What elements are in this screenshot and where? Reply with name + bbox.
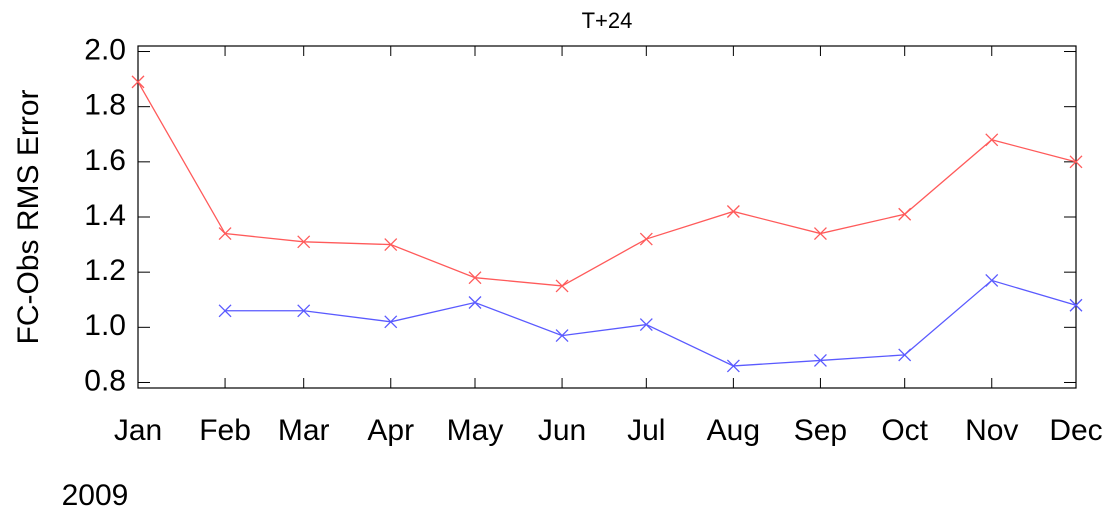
point-marker [813,353,827,367]
y-tick-label: 1.0 [84,309,126,342]
x-tick-label: Mar [278,414,330,447]
point-marker [297,235,311,249]
x-tick-label: Jan [114,414,162,447]
point-marker [1069,298,1083,312]
y-axis-label: FC-Obs RMS Error [12,89,45,344]
y-tick-label: 1.2 [84,254,126,287]
point-marker [985,273,999,287]
x-tick-label: Apr [367,414,414,447]
x-tick-label: Aug [707,414,760,447]
point-marker [813,227,827,241]
point-marker [898,348,912,362]
series-line [137,81,1077,287]
x-tick-label: Jun [538,414,586,447]
plot-frame [137,45,1077,389]
point-marker [297,304,311,318]
x-tick-label: May [447,414,504,447]
y-tick-label: 1.4 [84,199,126,232]
point-marker [468,271,482,285]
x-tick-label: Nov [965,414,1018,447]
x-tick-label: Sep [794,414,847,447]
y-tick-label: 0.8 [84,364,126,397]
point-marker [218,304,232,318]
point-marker [726,359,740,373]
x-tick-label: Oct [881,414,928,447]
x-tick-label: Jul [627,414,665,447]
x-tick-label: Dec [1049,414,1102,447]
point-marker [131,75,145,89]
point-marker [468,296,482,309]
point-marker [384,238,398,252]
point-marker [898,207,912,221]
year-label: 2009 [62,479,129,512]
y-tick-label: 1.8 [84,89,126,122]
point-marker [384,315,398,329]
x-tick-label: Feb [199,414,251,447]
point-marker [555,279,569,293]
point-marker [726,205,740,218]
point-marker [639,318,653,332]
point-marker [1069,155,1083,169]
series-line [225,279,1077,367]
point-marker [555,329,569,343]
chart-title: T+24 [582,8,633,33]
point-marker [218,227,232,241]
point-marker [639,232,653,246]
y-tick-label: 1.6 [84,144,126,177]
y-tick-label: 2.0 [84,33,126,66]
point-marker [985,133,999,147]
